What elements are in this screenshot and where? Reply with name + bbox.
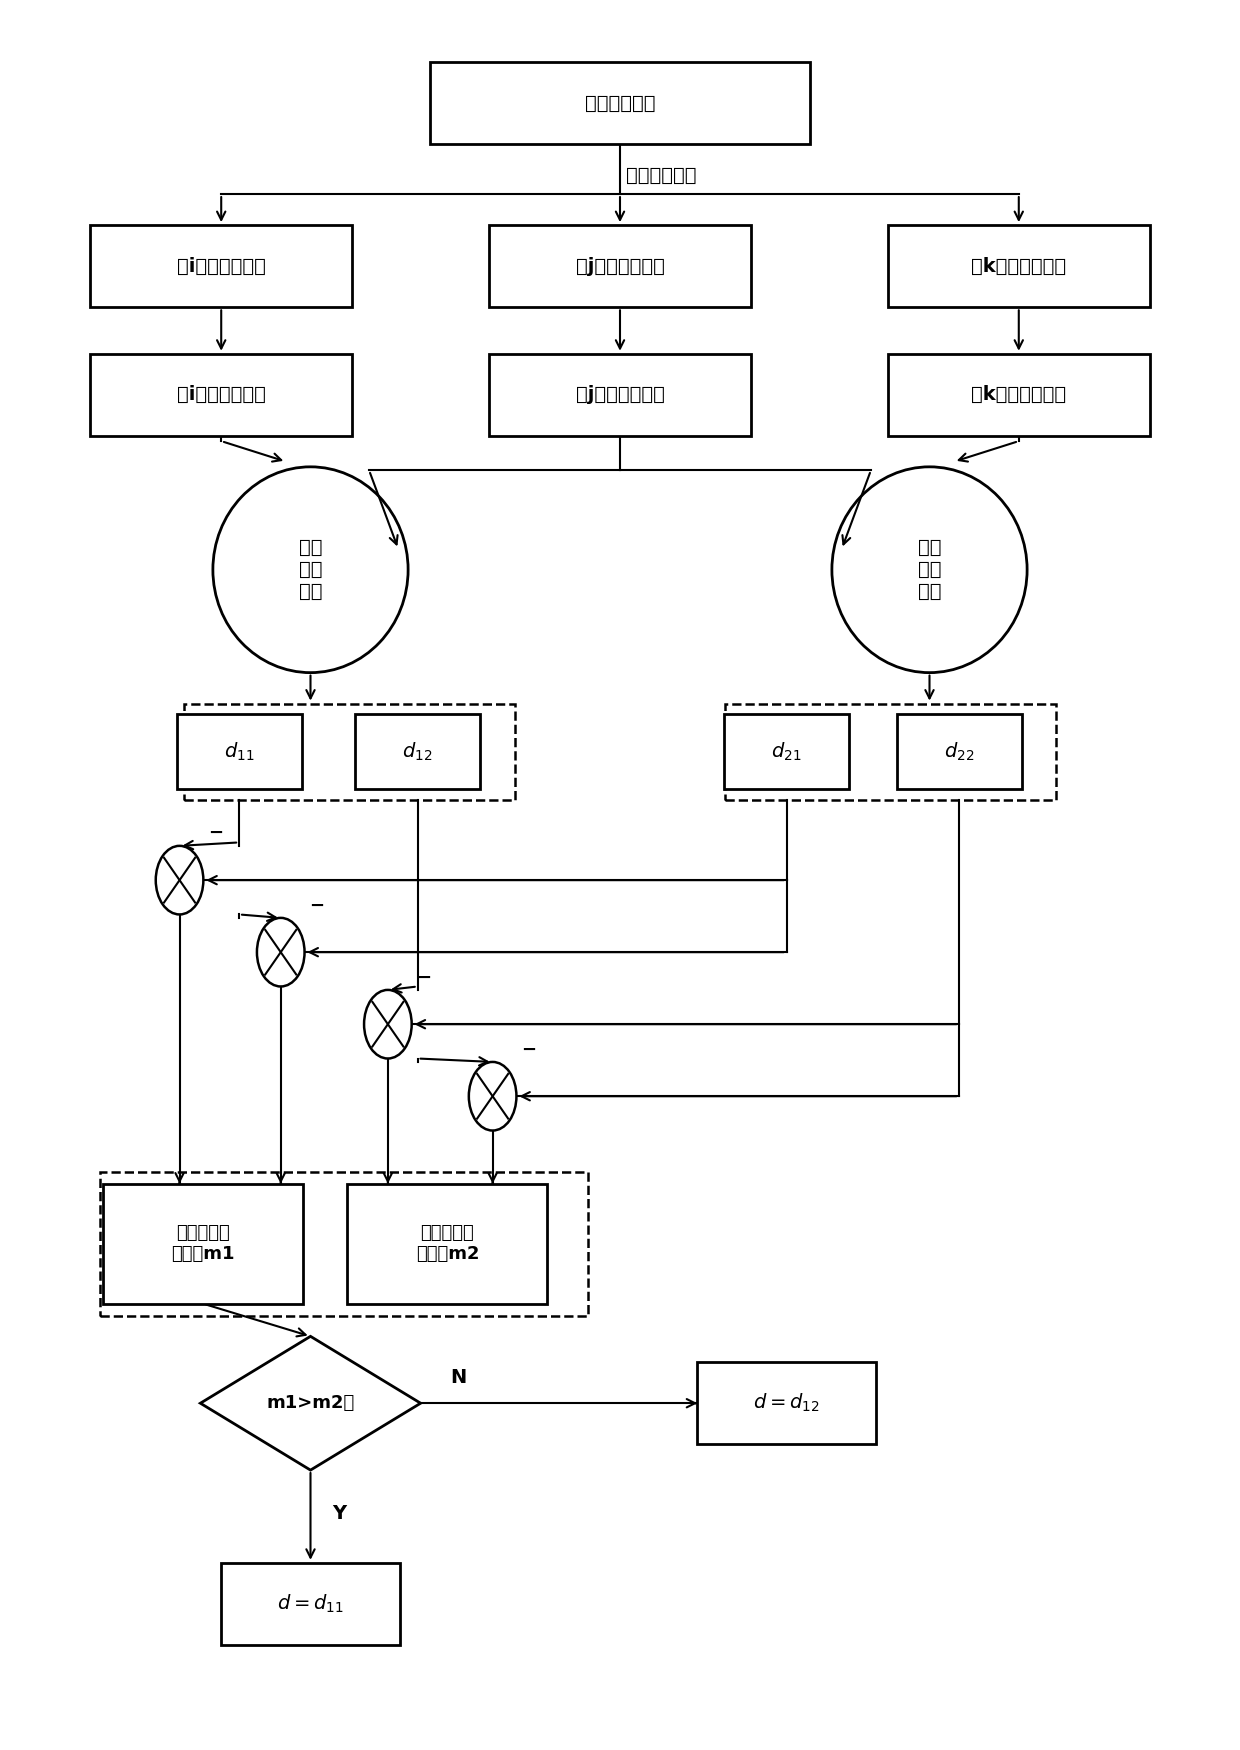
Bar	[489, 226, 751, 308]
Bar	[429, 61, 811, 145]
Circle shape	[156, 845, 203, 915]
Circle shape	[469, 1062, 516, 1130]
Text: $d = d_{11}$: $d = d_{11}$	[277, 1592, 343, 1615]
Text: 深度
估计
模型: 深度 估计 模型	[299, 539, 322, 602]
Text: −: −	[208, 824, 223, 842]
Text: −: −	[417, 968, 432, 987]
Bar	[897, 714, 1022, 789]
Circle shape	[365, 990, 412, 1059]
Bar	[221, 1563, 399, 1645]
Text: −: −	[521, 1041, 537, 1059]
Text: 第k波段光谱图像: 第k波段光谱图像	[971, 257, 1066, 276]
Polygon shape	[201, 1337, 420, 1470]
Text: 第j波段边缘梯度: 第j波段边缘梯度	[575, 385, 665, 404]
Bar	[185, 704, 516, 800]
Ellipse shape	[832, 467, 1027, 672]
Bar	[176, 714, 301, 789]
Bar	[355, 714, 480, 789]
Text: 取绝对値最
小値，m1: 取绝对値最 小値，m1	[171, 1225, 236, 1264]
Bar	[99, 1172, 588, 1316]
Bar	[91, 354, 352, 436]
Text: 第i波段光谱图像: 第i波段光谱图像	[177, 257, 265, 276]
Text: 第j波段光谱图像: 第j波段光谱图像	[575, 257, 665, 276]
Text: 光谱图像获取: 光谱图像获取	[585, 94, 655, 112]
Text: 第k波段边缘梯度: 第k波段边缘梯度	[971, 385, 1066, 404]
Text: −: −	[309, 896, 325, 915]
Bar	[724, 704, 1055, 800]
Circle shape	[257, 917, 305, 987]
Text: $d_{22}$: $d_{22}$	[944, 740, 975, 763]
Text: 第i波段边缘梯度: 第i波段边缘梯度	[177, 385, 265, 404]
Text: m1>m2？: m1>m2？	[267, 1395, 355, 1412]
Ellipse shape	[213, 467, 408, 672]
Text: $d_{11}$: $d_{11}$	[224, 740, 254, 763]
Text: Y: Y	[332, 1505, 346, 1524]
Bar	[697, 1362, 875, 1444]
Bar	[91, 226, 352, 308]
Text: 预处理与分离: 预处理与分离	[626, 166, 697, 186]
Text: 取绝对値最
小値，m2: 取绝对値最 小値，m2	[415, 1225, 479, 1264]
Text: $d = d_{12}$: $d = d_{12}$	[754, 1391, 820, 1414]
Text: $d_{12}$: $d_{12}$	[403, 740, 433, 763]
Text: $d_{21}$: $d_{21}$	[771, 740, 802, 763]
Text: N: N	[450, 1368, 466, 1388]
Bar	[489, 354, 751, 436]
Bar	[888, 354, 1149, 436]
Bar	[724, 714, 849, 789]
Text: 深度
估计
模型: 深度 估计 模型	[918, 539, 941, 602]
Bar	[347, 1183, 547, 1304]
Bar	[888, 226, 1149, 308]
Bar	[103, 1183, 304, 1304]
